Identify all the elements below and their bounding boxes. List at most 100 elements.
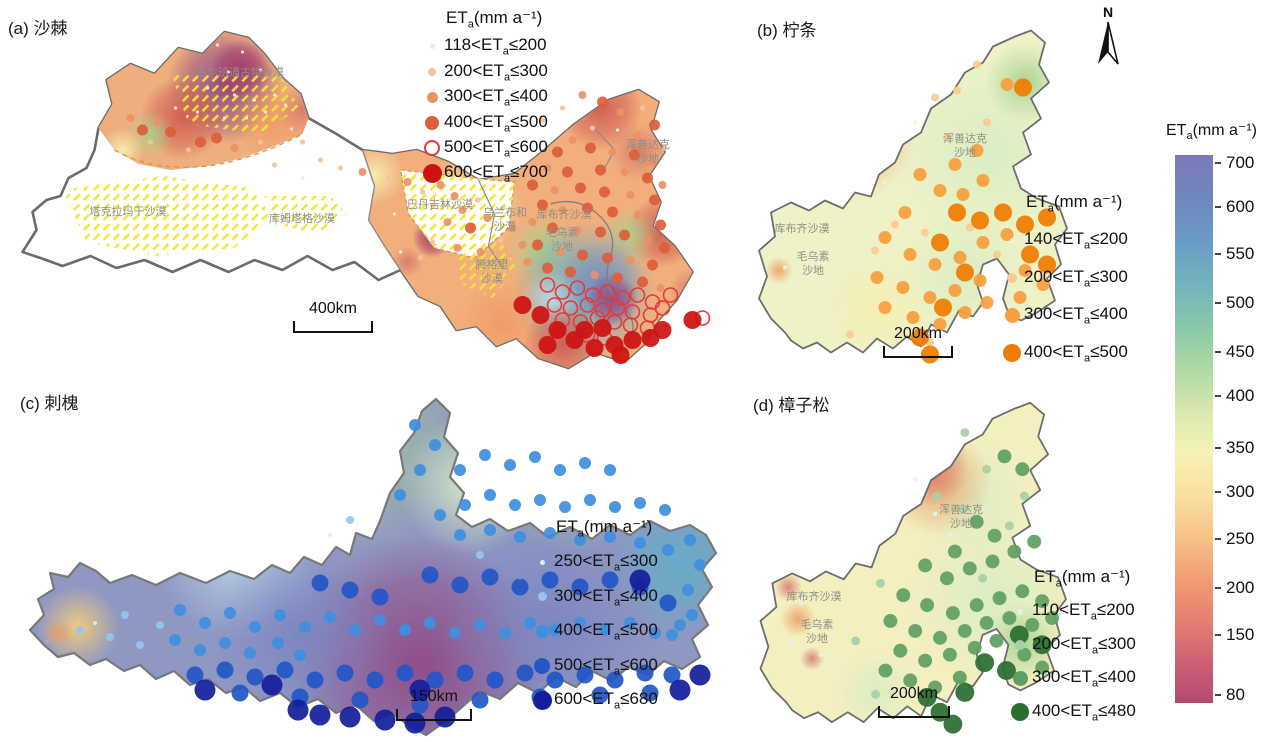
data-point (957, 623, 972, 638)
tick-label: 600 (1226, 197, 1255, 217)
data-point (106, 633, 114, 641)
data-point (893, 643, 908, 658)
legend-swatch (1012, 670, 1028, 686)
legend-item: 110<ETa≤200 (1008, 600, 1136, 623)
data-point (484, 489, 496, 501)
legend-swatch (1007, 272, 1017, 283)
data-point (607, 206, 618, 218)
data-point (808, 272, 812, 277)
data-point (513, 296, 532, 314)
tick-mark (1215, 586, 1221, 589)
map-d (759, 401, 1067, 734)
north-arrow-icon (1098, 21, 1119, 65)
legend-item: 500<ETa≤600 (530, 655, 658, 677)
data-point (669, 679, 691, 701)
map-a (21, 30, 711, 370)
data-point (476, 551, 484, 559)
border-xinjiang-gansu (361, 149, 402, 271)
north-label: N (1102, 4, 1114, 20)
data-point (629, 287, 646, 303)
data-point (534, 494, 546, 506)
data-point (409, 419, 421, 431)
data-point (798, 600, 804, 606)
data-point (599, 284, 616, 300)
data-point (953, 86, 961, 95)
gurbantunggut-hatch (170, 72, 301, 134)
data-point (970, 144, 984, 157)
data-point (921, 228, 929, 237)
scale-bar-a: 400km (293, 300, 373, 333)
legend-title-text: ET (446, 8, 468, 27)
data-point (898, 206, 912, 219)
data-point (918, 653, 933, 668)
legend-swatch (1009, 238, 1015, 244)
legend-swatch (1004, 307, 1020, 323)
data-point (979, 616, 994, 630)
data-point (931, 233, 949, 252)
data-point (169, 634, 181, 646)
tick-label: 250 (1226, 528, 1255, 548)
tick-label: 80 (1226, 684, 1245, 704)
data-point (958, 306, 972, 319)
scale-bar-c: 150km (396, 688, 472, 721)
north-arrow: N (1086, 4, 1130, 68)
tick-mark (1215, 447, 1221, 450)
data-point (414, 464, 426, 476)
data-point (579, 297, 596, 313)
data-point (636, 664, 654, 682)
legend-label: 200<ETa≤300 (444, 60, 548, 84)
data-point (983, 118, 991, 127)
tick-mark (1215, 395, 1221, 398)
data-point (568, 136, 577, 144)
data-point (484, 524, 496, 536)
data-point (126, 114, 135, 122)
tick-label: 450 (1226, 342, 1255, 362)
data-point (626, 191, 635, 199)
data-point (215, 43, 220, 47)
data-point (878, 231, 892, 244)
data-point (244, 647, 256, 659)
data-point (186, 666, 204, 684)
tick-label: 150 (1226, 624, 1255, 644)
data-point (226, 70, 231, 74)
legend-title-sub: a (1047, 202, 1054, 215)
data-point (606, 671, 624, 689)
data-point (948, 284, 962, 297)
data-point (346, 516, 354, 524)
data-point (272, 93, 277, 97)
data-point (451, 576, 469, 594)
data-point (896, 588, 911, 603)
data-point (194, 644, 206, 656)
data-point (913, 120, 917, 125)
data-point (694, 559, 706, 571)
tick-mark (1215, 252, 1221, 255)
data-point (658, 181, 667, 189)
data-point (272, 637, 284, 649)
data-point (194, 679, 216, 701)
data-point (276, 661, 294, 679)
data-point (593, 319, 612, 337)
data-point (808, 625, 814, 631)
data-point (870, 271, 884, 284)
data-point (948, 203, 966, 222)
kumtag-hatch (264, 196, 347, 234)
colorbar-tick: 250 (1215, 529, 1254, 549)
data-point (958, 504, 968, 514)
scale-label: 200km (889, 685, 939, 702)
data-point (417, 255, 424, 261)
tengger-hatch (454, 240, 517, 298)
data-point (918, 558, 933, 573)
data-point (137, 124, 148, 136)
panel-c-cihuai: (c) 刺槐 ETa(mm a⁻¹) 250<ETa≤300 300<ETa≤4… (0, 375, 750, 742)
data-point (923, 291, 937, 304)
data-point (509, 499, 521, 511)
data-point (908, 623, 923, 638)
data-point (429, 202, 436, 208)
data-point (578, 91, 587, 99)
data-point (174, 604, 186, 616)
data-point (1014, 78, 1032, 97)
data-point (434, 509, 446, 521)
data-point (366, 671, 384, 689)
data-point (975, 653, 995, 673)
